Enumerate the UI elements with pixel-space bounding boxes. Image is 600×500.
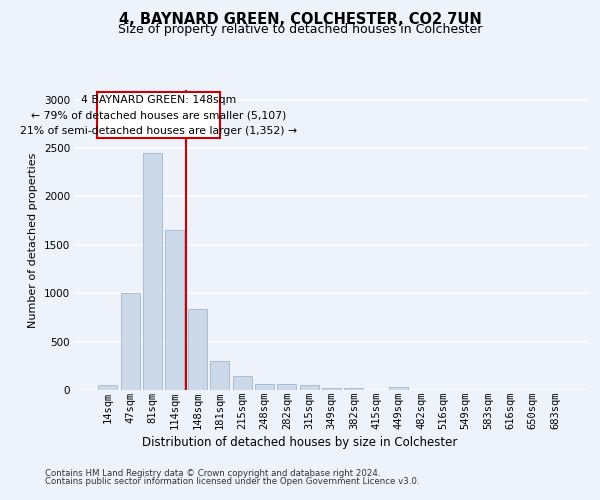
- Bar: [389, 387, 408, 390]
- Bar: [322, 388, 341, 390]
- Text: Contains public sector information licensed under the Open Government Licence v3: Contains public sector information licen…: [45, 477, 419, 486]
- Bar: [210, 361, 229, 390]
- FancyBboxPatch shape: [97, 92, 220, 138]
- Text: Distribution of detached houses by size in Colchester: Distribution of detached houses by size …: [142, 436, 458, 449]
- Bar: [188, 308, 207, 390]
- Bar: [98, 384, 118, 390]
- Text: 4 BAYNARD GREEN: 148sqm
← 79% of detached houses are smaller (5,107)
21% of semi: 4 BAYNARD GREEN: 148sqm ← 79% of detache…: [20, 94, 297, 136]
- Text: Size of property relative to detached houses in Colchester: Size of property relative to detached ho…: [118, 22, 482, 36]
- Bar: [143, 153, 162, 390]
- Bar: [121, 293, 140, 390]
- Bar: [277, 384, 296, 390]
- Y-axis label: Number of detached properties: Number of detached properties: [28, 152, 38, 328]
- Bar: [344, 388, 364, 390]
- Text: Contains HM Land Registry data © Crown copyright and database right 2024.: Contains HM Land Registry data © Crown c…: [45, 468, 380, 477]
- Bar: [255, 384, 274, 390]
- Bar: [166, 230, 184, 390]
- Text: 4, BAYNARD GREEN, COLCHESTER, CO2 7UN: 4, BAYNARD GREEN, COLCHESTER, CO2 7UN: [119, 12, 481, 28]
- Bar: [233, 376, 251, 390]
- Bar: [299, 384, 319, 390]
